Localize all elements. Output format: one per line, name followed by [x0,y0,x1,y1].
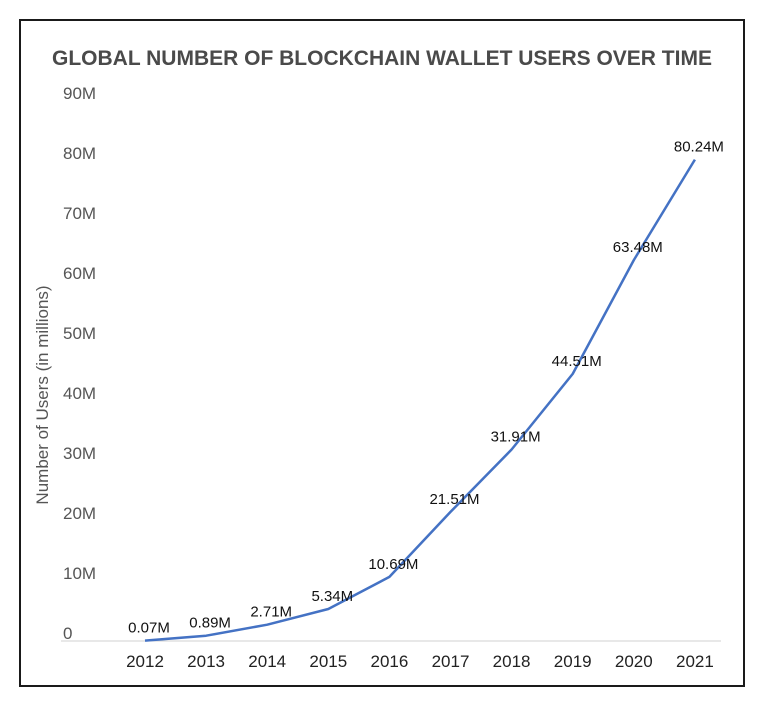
x-tick-label: 2020 [615,652,653,671]
series-line [144,158,696,642]
line-chart: GLOBAL NUMBER OF BLOCKCHAIN WALLET USERS… [33,47,724,671]
x-axis-ticks: 2012 2013 2014 2015 2016 2017 2018 2019 2020 2021 [126,652,714,671]
data-label: 5.34M [311,588,353,605]
y-tick-label: 0 [63,624,72,643]
y-tick-label: 20M [63,504,96,523]
data-label: 10.69M [368,556,418,573]
y-tick-label: 70M [63,204,96,223]
data-label: 2.71M [250,604,292,621]
data-label: 44.51M [552,353,602,370]
x-tick-label: 2014 [248,652,286,671]
y-tick-label: 60M [63,264,96,283]
data-label: 80.24M [674,139,724,156]
x-tick-label: 2018 [493,652,531,671]
x-tick-label: 2013 [187,652,225,671]
y-tick-label: 80M [63,144,96,163]
y-tick-label: 90M [63,84,96,103]
y-tick-label: 30M [63,444,96,463]
series-group [144,158,696,642]
data-labels: 0.07M 0.89M 2.71M 5.34M 10.69M 21.51M 31.91M 44… [128,139,724,637]
data-label: 21.51M [429,491,479,508]
x-tick-label: 2021 [676,652,714,671]
data-label: 0.07M [128,620,170,637]
y-tick-label: 50M [63,324,96,343]
chart-title: GLOBAL NUMBER OF BLOCKCHAIN WALLET USERS… [52,47,712,70]
y-tick-label: 10M [63,564,96,583]
chart-frame: GLOBAL NUMBER OF BLOCKCHAIN WALLET USERS… [19,19,745,687]
x-tick-label: 2017 [432,652,470,671]
data-label: 0.89M [189,615,231,632]
y-axis-label: Number of Users (in millions) [33,285,52,504]
x-tick-label: 2012 [126,652,164,671]
y-tick-label: 40M [63,384,96,403]
x-tick-label: 2019 [554,652,592,671]
x-tick-label: 2016 [370,652,408,671]
data-label: 31.91M [491,429,541,446]
x-tick-label: 2015 [309,652,347,671]
data-label: 63.48M [613,239,663,256]
y-axis-ticks: 0 10M 20M 30M 40M 50M 60M 70M 80M 90M [63,84,96,643]
